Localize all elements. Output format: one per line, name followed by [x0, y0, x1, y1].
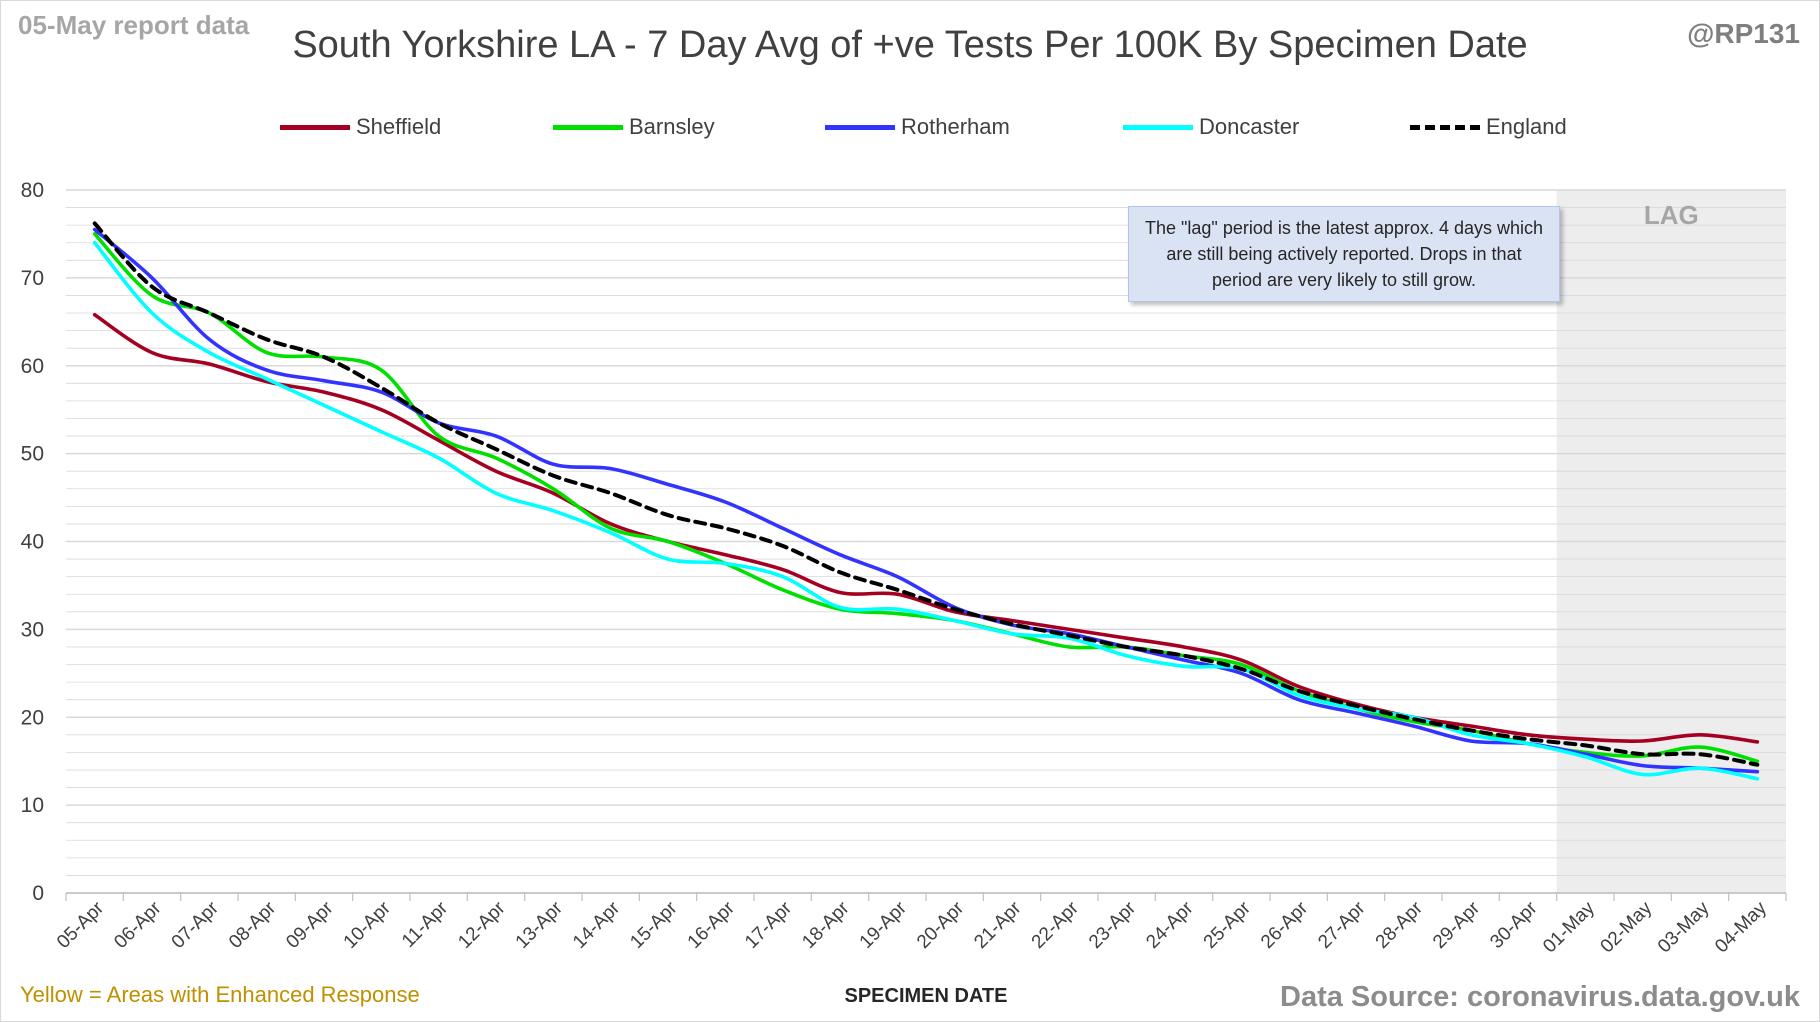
legend-label-doncaster: Doncaster: [1199, 114, 1300, 139]
x-tick-label: 29-Apr: [1429, 897, 1485, 953]
x-tick-label: 16-Apr: [684, 897, 740, 953]
x-tick-label: 14-Apr: [569, 897, 625, 953]
x-tick-label: 15-Apr: [626, 897, 682, 953]
x-tick-label: 28-Apr: [1372, 897, 1428, 953]
legend-item-barnsley: Barnsley: [553, 112, 715, 142]
y-tick-label: 0: [32, 882, 44, 905]
y-tick-label: 20: [21, 706, 44, 729]
legend-swatch-doncaster: [1123, 124, 1193, 130]
chart-title: South Yorkshire LA - 7 Day Avg of +ve Te…: [292, 24, 1528, 66]
x-tick-label: 25-Apr: [1200, 897, 1256, 953]
legend-item-sheffield: Sheffield: [280, 112, 441, 142]
author-handle: @RP131: [1687, 18, 1800, 49]
lag-explanation-note: The "lag" period is the latest approx. 4…: [1128, 206, 1560, 302]
x-tick-label: 22-Apr: [1028, 897, 1084, 953]
x-tick-label: 05-Apr: [53, 897, 109, 953]
x-tick-label: 11-Apr: [398, 897, 453, 952]
x-tick-label: 02-May: [1597, 897, 1657, 957]
enhanced-response-note: Yellow = Areas with Enhanced Response: [20, 982, 420, 1007]
x-tick-label: 23-Apr: [1085, 897, 1141, 953]
x-tick-label: 03-May: [1654, 897, 1714, 957]
legend-label-rotherham: Rotherham: [901, 114, 1010, 139]
legend-label-sheffield: Sheffield: [356, 114, 442, 139]
data-source-label: Data Source: coronavirus.data.gov.uk: [1280, 981, 1800, 1013]
y-tick-label: 60: [21, 355, 44, 378]
x-tick-label: 07-Apr: [168, 897, 224, 953]
legend-item-england: England: [1410, 112, 1567, 142]
y-tick-label: 50: [21, 443, 44, 466]
series-line-rotherham: [92, 227, 1760, 774]
legend-swatch-barnsley: [553, 124, 623, 130]
y-tick-label: 30: [21, 618, 44, 641]
x-tick-label: 30-Apr: [1486, 897, 1542, 953]
x-tick-label: 12-Apr: [454, 897, 510, 953]
legend-label-england: England: [1486, 114, 1567, 139]
legend-swatch-sheffield: [280, 124, 350, 130]
series-line-doncaster: [92, 240, 1760, 781]
x-axis-title: SPECIMEN DATE: [845, 985, 1008, 1007]
legend-label-barnsley: Barnsley: [629, 114, 715, 139]
x-tick-label: 19-Apr: [856, 897, 912, 953]
x-tick-label: 13-Apr: [512, 897, 568, 953]
series-line-england: [92, 221, 1760, 767]
x-tick-label: 21-Apr: [970, 897, 1026, 953]
chart-legend: Sheffield Barnsley Rotherham Doncaster E…: [0, 112, 1820, 142]
y-tick-label: 10: [21, 794, 44, 817]
legend-swatch-rotherham: [825, 124, 895, 130]
x-tick-label: 10-Apr: [340, 897, 396, 953]
x-tick-label: 04-May: [1711, 897, 1771, 957]
x-tick-label: 26-Apr: [1257, 897, 1313, 953]
x-tick-label: 17-Apr: [741, 897, 797, 953]
legend-item-rotherham: Rotherham: [825, 112, 1010, 142]
y-tick-label: 70: [21, 267, 44, 290]
x-tick-label: 27-Apr: [1314, 897, 1370, 953]
legend-swatch-england: [1410, 124, 1480, 130]
x-tick-label: 06-Apr: [110, 897, 166, 953]
legend-item-doncaster: Doncaster: [1123, 112, 1299, 142]
x-tick-label: 01-May: [1539, 897, 1599, 957]
x-tick-label: 18-Apr: [798, 897, 854, 953]
report-date-label: 05-May report data: [18, 10, 250, 40]
x-tick-label: 08-Apr: [225, 897, 281, 953]
series-line-sheffield: [92, 313, 1760, 744]
x-tick-label: 20-Apr: [913, 897, 969, 953]
y-tick-label: 80: [21, 179, 44, 202]
x-tick-label: 09-Apr: [282, 897, 338, 953]
lag-label: LAG: [1644, 200, 1699, 230]
x-tick-label: 24-Apr: [1142, 897, 1198, 953]
y-tick-label: 40: [21, 531, 44, 554]
